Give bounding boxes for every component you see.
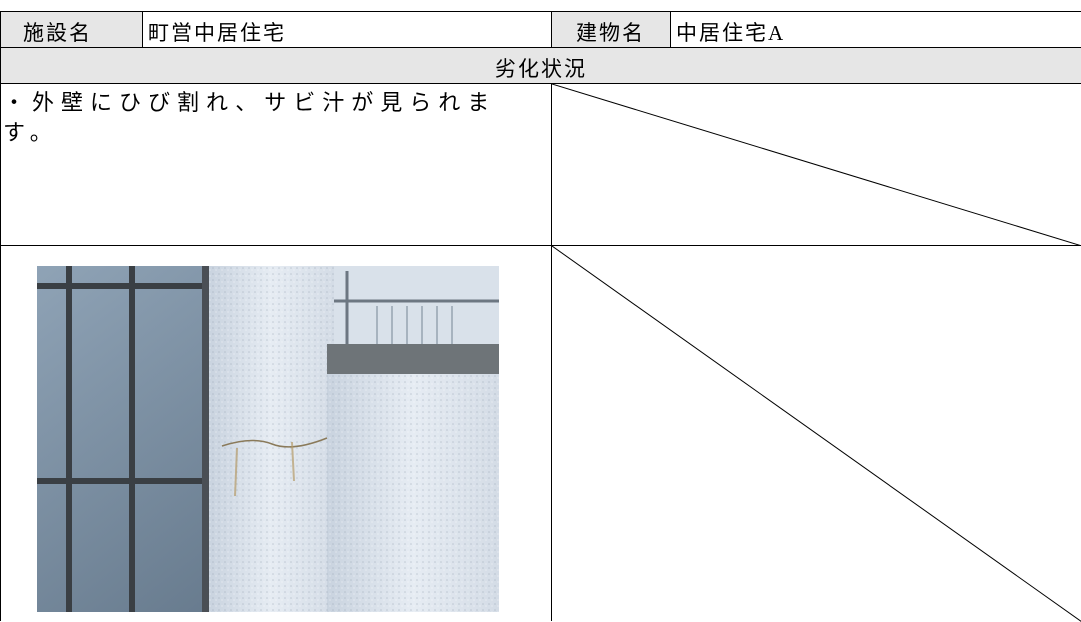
value-cell: 町営中居住宅 xyxy=(142,11,551,47)
building-name: 中居住宅A xyxy=(676,21,786,45)
section-header: 劣化状況 xyxy=(0,47,1081,83)
empty-cell xyxy=(551,83,1081,246)
empty-cell xyxy=(551,245,1081,622)
section-title: 劣化状況 xyxy=(495,57,587,81)
diagonal xyxy=(552,84,1081,246)
photo xyxy=(37,266,499,612)
building-label: 建物名 xyxy=(576,21,645,45)
label-cell: 施設名 xyxy=(0,11,142,47)
photo-cell xyxy=(0,245,551,621)
value-cell: 中居住宅A xyxy=(670,11,1081,47)
facility-name: 町営中居住宅 xyxy=(148,21,286,45)
label-cell: 建物名 xyxy=(551,11,670,47)
description: ・外壁にひび割れ、サビ汁が見られます。 xyxy=(3,90,497,145)
description-cell: ・外壁にひび割れ、サビ汁が見られます。 xyxy=(0,83,551,245)
diagonal xyxy=(552,246,1081,622)
facility-label: 施設名 xyxy=(23,21,92,45)
